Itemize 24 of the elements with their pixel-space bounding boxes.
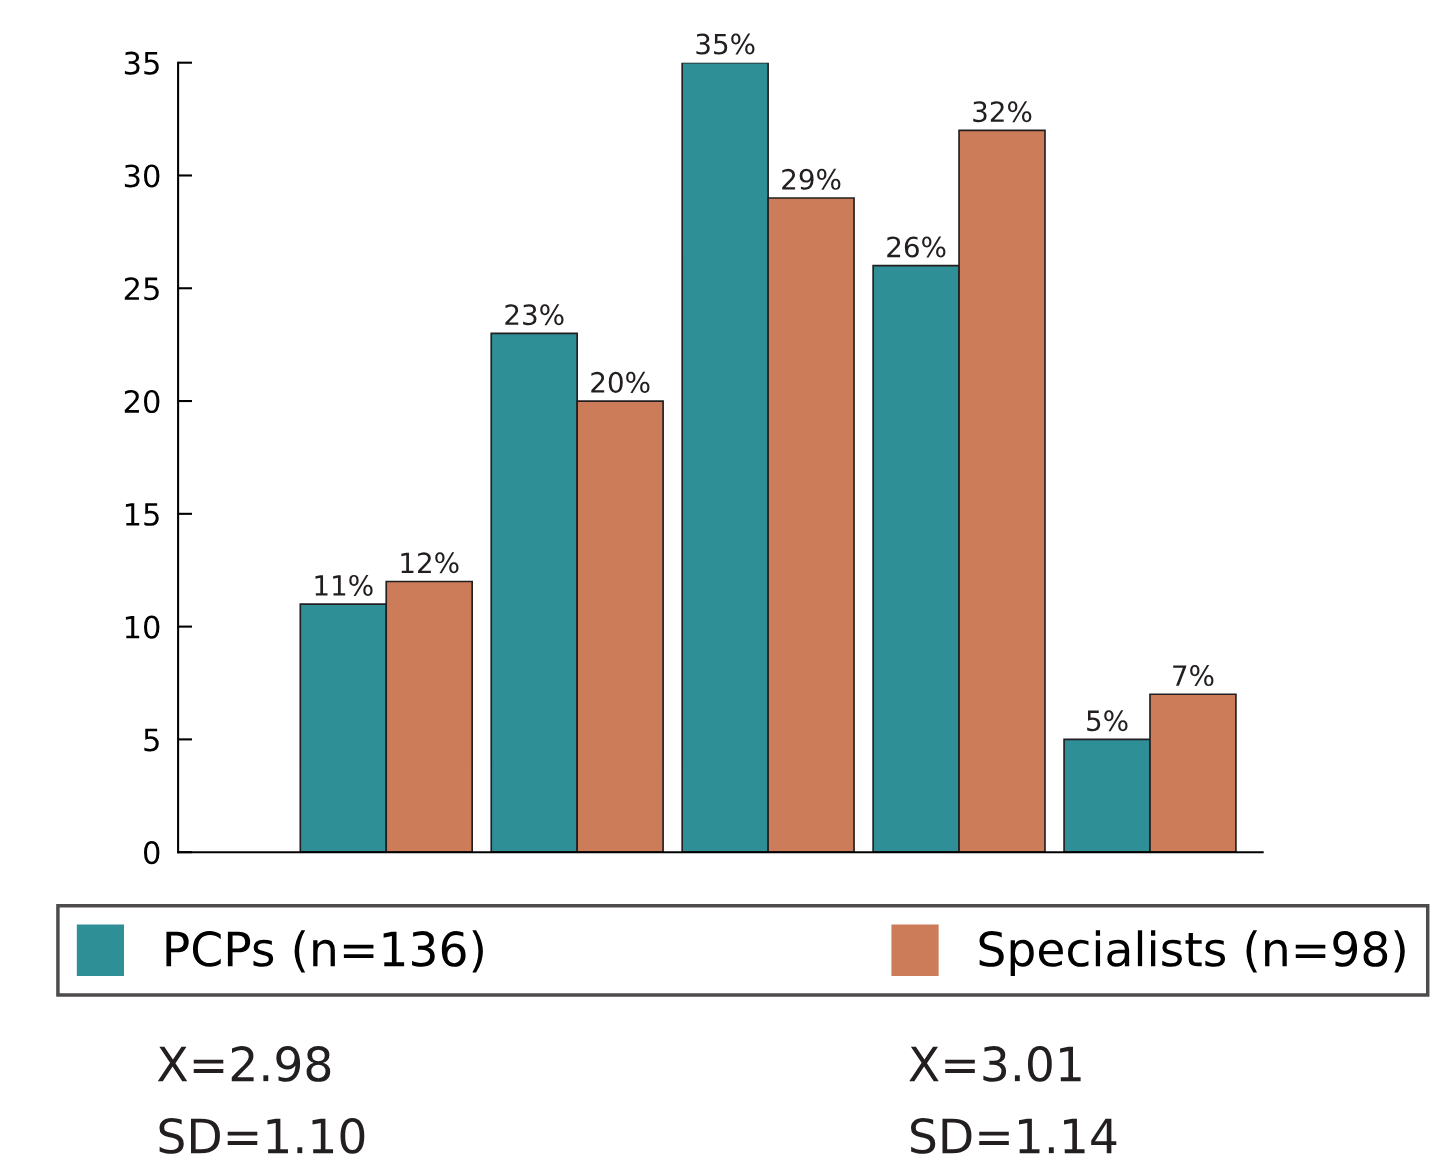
data-label: 23% [505,304,564,326]
text: SD=1.10 [159,1118,365,1154]
data-label: 12% [401,552,459,574]
y-tick-label: 30 [124,164,160,188]
data-label: 26% [887,236,946,258]
y-tick-label: 35 [124,51,159,75]
data-label: 5% [1087,710,1128,732]
text: SD=1.14 [911,1118,1117,1154]
legend-label: Specialists (n=98) [979,930,1405,976]
legend-label: PCPs (n=136) [166,930,483,973]
data-label: 20% [591,371,650,393]
text: X=3.01 [909,1046,1081,1082]
data-label: 29% [782,168,841,190]
data-label: 7% [1173,665,1214,687]
y-tick-label: 0 [144,841,160,865]
y-tick-label: 25 [124,277,159,301]
y-tick-label: 15 [125,503,159,526]
data-label: 11% [315,574,373,596]
data-label: 32% [973,101,1032,123]
y-tick-label: 10 [125,615,160,639]
y-tick-label: 20 [124,389,160,414]
y-tick-label: 5 [144,728,159,752]
text: X=2.98 [157,1046,331,1082]
data-label: 35% [696,33,755,55]
